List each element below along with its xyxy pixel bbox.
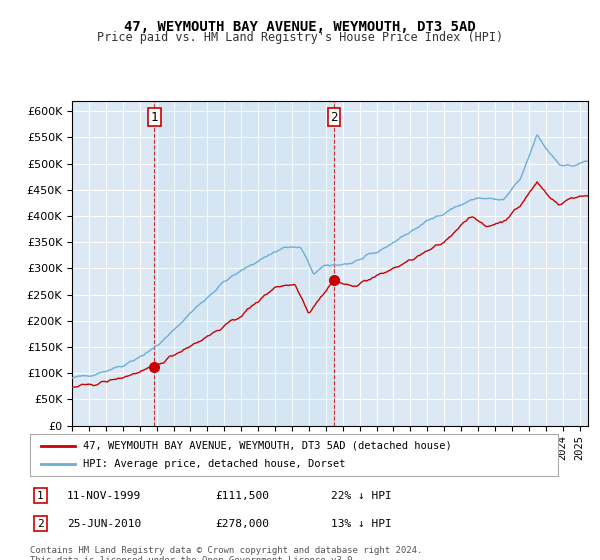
Text: 25-JUN-2010: 25-JUN-2010 <box>67 519 141 529</box>
Text: HPI: Average price, detached house, Dorset: HPI: Average price, detached house, Dors… <box>83 459 346 469</box>
Text: Contains HM Land Registry data © Crown copyright and database right 2024.
This d: Contains HM Land Registry data © Crown c… <box>30 546 422 560</box>
Text: £111,500: £111,500 <box>215 491 269 501</box>
Text: Price paid vs. HM Land Registry's House Price Index (HPI): Price paid vs. HM Land Registry's House … <box>97 31 503 44</box>
Text: 1: 1 <box>151 110 158 124</box>
Text: 1: 1 <box>37 491 44 501</box>
Text: 11-NOV-1999: 11-NOV-1999 <box>67 491 141 501</box>
Text: 2: 2 <box>37 519 44 529</box>
Text: 13% ↓ HPI: 13% ↓ HPI <box>331 519 392 529</box>
Text: £278,000: £278,000 <box>215 519 269 529</box>
Bar <box>154 101 334 426</box>
Text: 47, WEYMOUTH BAY AVENUE, WEYMOUTH, DT3 5AD: 47, WEYMOUTH BAY AVENUE, WEYMOUTH, DT3 5… <box>124 20 476 34</box>
Text: 22% ↓ HPI: 22% ↓ HPI <box>331 491 392 501</box>
Text: 2: 2 <box>330 110 338 124</box>
Text: 47, WEYMOUTH BAY AVENUE, WEYMOUTH, DT3 5AD (detached house): 47, WEYMOUTH BAY AVENUE, WEYMOUTH, DT3 5… <box>83 441 452 451</box>
